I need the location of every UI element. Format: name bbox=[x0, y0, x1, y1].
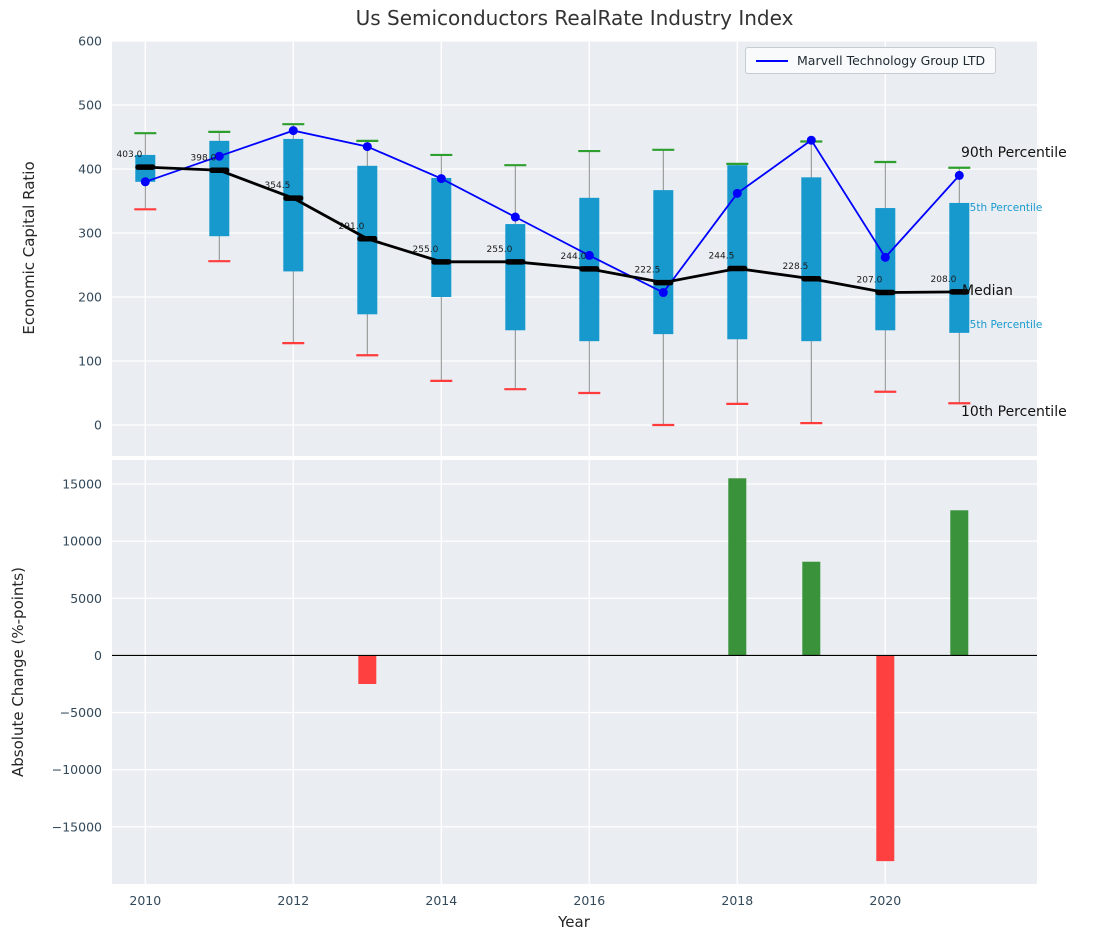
y-tick-label: 300 bbox=[78, 226, 102, 241]
median-marker bbox=[135, 164, 156, 170]
x-tick-label: 2014 bbox=[425, 893, 457, 908]
median-value-label: 403.0 bbox=[117, 150, 143, 160]
median-line bbox=[145, 165, 960, 294]
iqr-box bbox=[505, 224, 526, 331]
iqr-box bbox=[431, 177, 452, 298]
median-marker bbox=[875, 289, 896, 296]
median-marker bbox=[505, 259, 526, 265]
iqr-box bbox=[949, 202, 970, 333]
annotation-75th-percentile: 75th Percentile bbox=[963, 202, 1043, 214]
median-marker bbox=[949, 289, 970, 295]
median-value-label: 207.0 bbox=[857, 276, 883, 286]
annotation-10th-percentile: 10th Percentile bbox=[961, 404, 1067, 420]
y-tick-label: 200 bbox=[78, 290, 102, 305]
iqr-box bbox=[653, 190, 674, 335]
x-tick-label: 2020 bbox=[869, 893, 901, 908]
x-tick-label: 2018 bbox=[721, 893, 753, 908]
x-tick-label: 2012 bbox=[277, 893, 309, 908]
median-marker bbox=[579, 266, 600, 272]
bottom-y-axis-label: Absolute Change (%-points) bbox=[9, 567, 27, 777]
bottom-panel-background bbox=[112, 460, 1037, 884]
median-marker bbox=[357, 236, 378, 242]
y-tick-label: 400 bbox=[78, 162, 102, 177]
median-value-label: 228.5 bbox=[783, 262, 809, 272]
y-tick-label: 15000 bbox=[62, 477, 102, 492]
median-marker bbox=[431, 259, 452, 265]
y-tick-label: 0 bbox=[94, 418, 102, 433]
y-tick-label: 5000 bbox=[70, 591, 102, 606]
y-tick-label: −15000 bbox=[52, 819, 102, 834]
median-value-label: 398.0 bbox=[191, 153, 217, 163]
marvell-marker bbox=[880, 252, 890, 262]
iqr-box bbox=[801, 177, 822, 342]
iqr-box bbox=[283, 138, 304, 272]
chart-title: Us Semiconductors RealRate Industry Inde… bbox=[355, 6, 794, 30]
marvell-marker bbox=[510, 212, 520, 222]
median-value-label: 244.0 bbox=[561, 252, 587, 262]
marvell-marker bbox=[584, 250, 594, 260]
marvell-marker bbox=[214, 151, 224, 161]
median-marker bbox=[283, 195, 304, 201]
marvell-marker bbox=[658, 288, 668, 298]
iqr-box bbox=[875, 208, 896, 331]
median-value-label: 244.5 bbox=[709, 252, 735, 262]
marvell-marker bbox=[140, 177, 150, 187]
median-marker bbox=[209, 167, 230, 174]
median-value-label: 255.0 bbox=[413, 245, 439, 255]
annotation-median: Median bbox=[962, 283, 1013, 299]
median-marker bbox=[653, 279, 674, 286]
y-tick-label: −5000 bbox=[60, 705, 102, 720]
y-tick-label: 0 bbox=[94, 648, 102, 663]
x-tick-label: 2016 bbox=[573, 893, 605, 908]
change-bar bbox=[802, 561, 821, 656]
median-value-label: 354.5 bbox=[265, 181, 291, 191]
legend-line-sample bbox=[756, 59, 788, 62]
annotation-90th-percentile: 90th Percentile bbox=[961, 145, 1067, 161]
marvell-marker bbox=[806, 135, 816, 145]
y-tick-label: 500 bbox=[78, 98, 102, 113]
iqr-box bbox=[727, 165, 748, 340]
change-bar bbox=[950, 510, 969, 656]
median-value-label: 291.0 bbox=[339, 222, 365, 232]
change-bar bbox=[876, 655, 895, 862]
y-tick-label: 600 bbox=[78, 34, 102, 49]
y-tick-label: −10000 bbox=[52, 762, 102, 777]
y-tick-label: 10000 bbox=[62, 534, 102, 549]
y-tick-label: 100 bbox=[78, 354, 102, 369]
marvell-marker bbox=[288, 126, 298, 136]
marvell-marker bbox=[954, 170, 964, 180]
marvell-marker bbox=[362, 142, 372, 152]
marvell-marker bbox=[436, 174, 446, 184]
median-value-label: 208.0 bbox=[931, 275, 957, 285]
x-axis-label: Year bbox=[558, 913, 590, 931]
iqr-box bbox=[209, 140, 230, 237]
annotation-25th-percentile: 25th Percentile bbox=[963, 319, 1043, 331]
change-bar bbox=[358, 655, 377, 684]
median-marker bbox=[801, 276, 822, 282]
median-marker bbox=[727, 265, 748, 272]
top-y-axis-label: Economic Capital Ratio bbox=[20, 161, 38, 335]
median-value-label: 222.5 bbox=[635, 266, 661, 276]
marvell-marker bbox=[732, 188, 742, 198]
median-value-label: 255.0 bbox=[487, 245, 513, 255]
legend: Marvell Technology Group LTD bbox=[745, 47, 997, 74]
marvell-line bbox=[145, 129, 960, 294]
legend-label: Marvell Technology Group LTD bbox=[797, 53, 986, 68]
x-tick-label: 2010 bbox=[129, 893, 161, 908]
change-bar bbox=[728, 478, 747, 656]
